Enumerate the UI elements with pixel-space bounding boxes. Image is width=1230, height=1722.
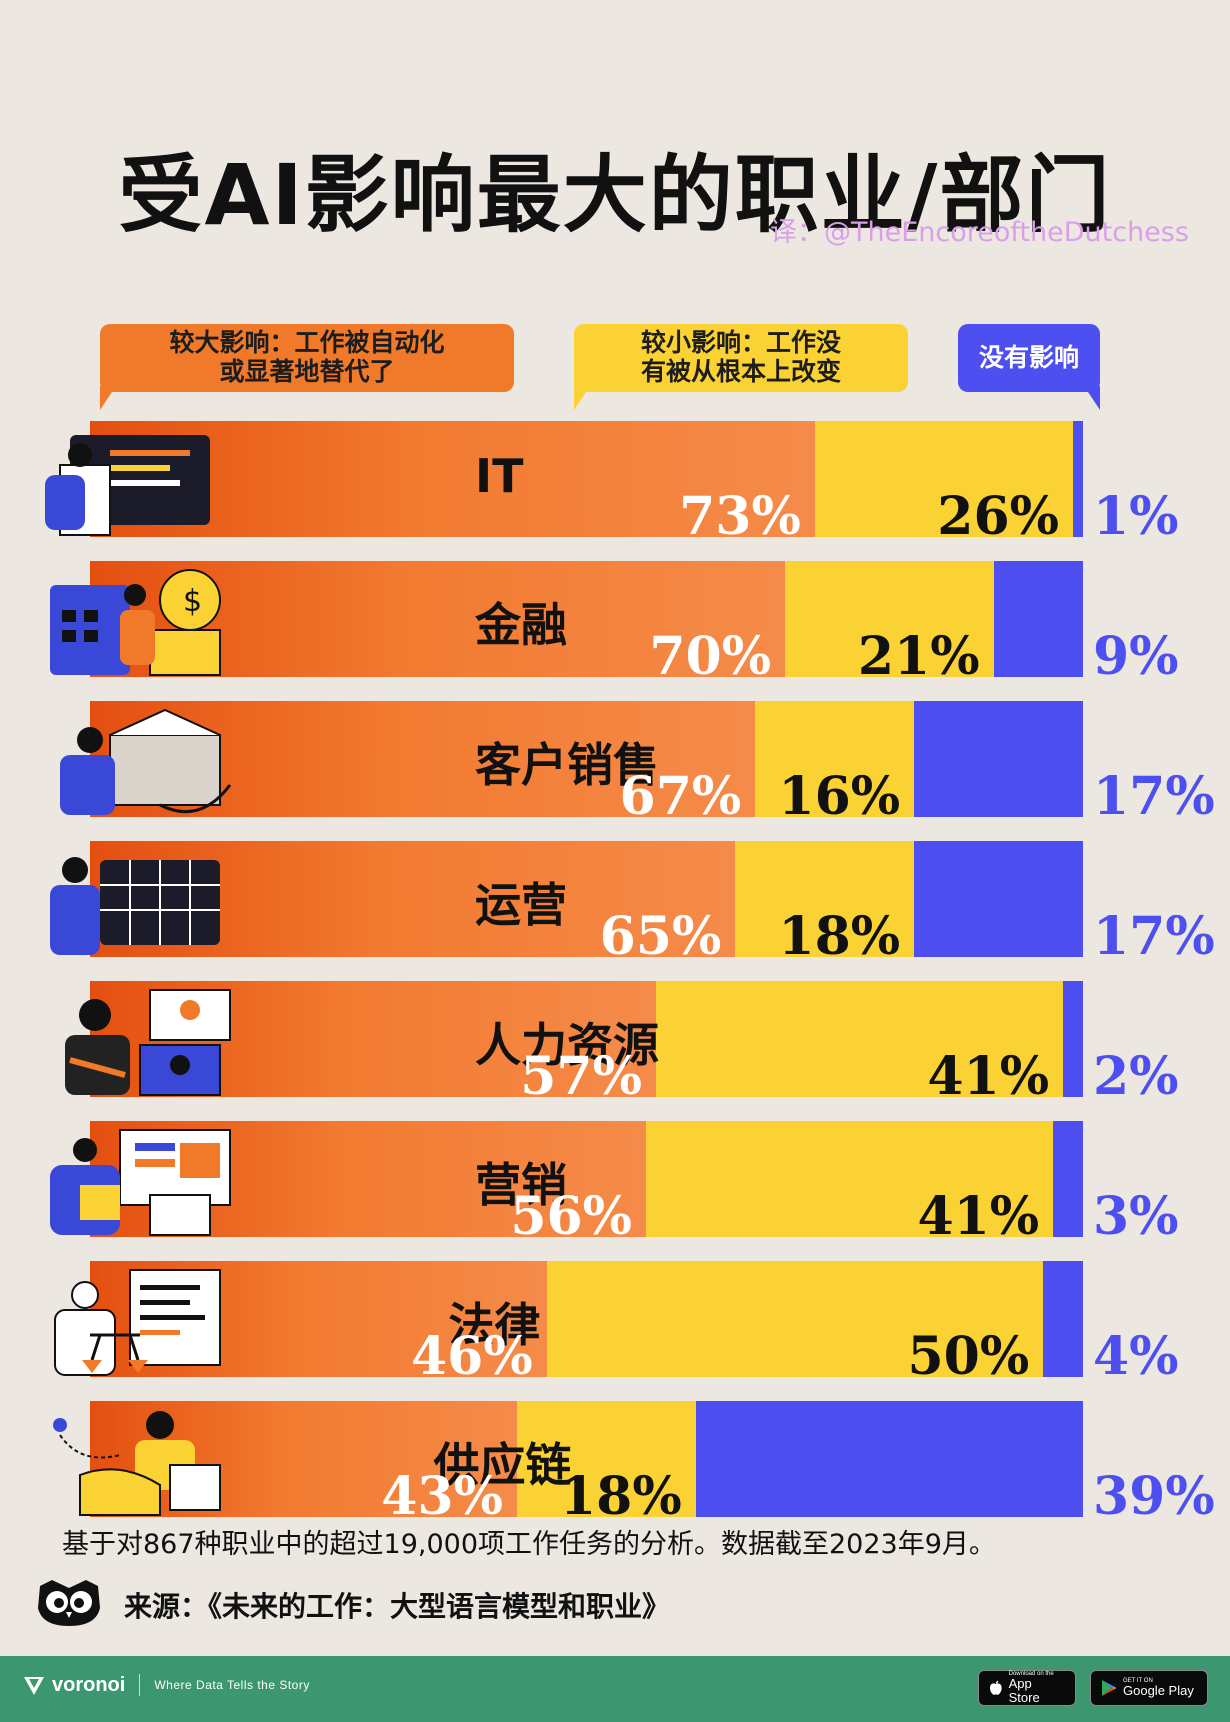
bar-segment-none: [1063, 981, 1083, 1097]
apple-icon: [989, 1680, 1002, 1695]
marketing-icon: [50, 1129, 231, 1236]
chart-row: 客户销售 67% 16% 17%: [0, 701, 1230, 823]
app-store-button[interactable]: Download on the App Store: [978, 1670, 1076, 1706]
bar-segment-none: [993, 561, 1083, 677]
value-label-none: 1%: [1093, 486, 1179, 547]
bar-segment-minor: [755, 701, 915, 817]
category-label: 法律: [448, 1298, 541, 1352]
google-play-icon: [1102, 1680, 1116, 1696]
chart-row: 营销 56% 41% 3%: [0, 1121, 1230, 1243]
legal-icon: [54, 1269, 221, 1376]
voronoi-logo-icon: [24, 1677, 44, 1695]
value-label-minor: 41%: [917, 1186, 1040, 1247]
value-label-major: 73%: [679, 486, 801, 547]
category-label: 营销: [475, 1158, 567, 1212]
value-label-none: 17%: [1093, 766, 1215, 827]
operations-icon: [50, 857, 220, 955]
brand-name: voronoi: [52, 1673, 126, 1696]
sales-icon: [60, 708, 232, 815]
bar-segment-none: [914, 841, 1083, 957]
value-label-major: 65%: [599, 906, 722, 967]
value-label-none: 39%: [1093, 1466, 1215, 1527]
chart-row: 运营 65% 18% 17%: [0, 841, 1230, 963]
bar-segment-none: [1043, 1261, 1083, 1377]
google-play-label: Google Play: [1123, 1682, 1194, 1698]
bar-segment-none: [695, 1401, 1083, 1517]
value-label-none: 9%: [1093, 626, 1179, 687]
chart-row: 供应链 43% 18% 39%: [0, 1401, 1230, 1523]
legend-major-impact: 较大影响：工作被自动化 或显著地替代了: [100, 324, 514, 410]
value-label-major: 57%: [520, 1046, 643, 1107]
google-play-button[interactable]: GET IT ON Google Play: [1090, 1670, 1208, 1706]
bar-segment-minor: [646, 1121, 1054, 1237]
value-label-minor: 21%: [857, 626, 980, 687]
value-label-minor: 41%: [927, 1046, 1050, 1107]
value-label-none: 4%: [1093, 1326, 1179, 1387]
chart-row: 法律 46% 50% 4%: [0, 1261, 1230, 1383]
hr-icon: [65, 989, 231, 1096]
category-label: IT: [475, 449, 524, 503]
category-label: 供应链: [433, 1438, 572, 1492]
supply-chain-icon: [53, 1411, 221, 1516]
footer-bar: voronoi Where Data Tells the Story Downl…: [0, 1656, 1230, 1722]
category-label: 人力资源: [475, 1018, 659, 1072]
owl-logo-icon: [38, 1580, 100, 1626]
app-store-label: App Store: [1008, 1675, 1040, 1705]
legend-no-impact: 没有影响: [958, 324, 1100, 410]
chart-row: $ 金融 70% 21% 9%: [0, 561, 1230, 683]
category-label: 运营: [475, 878, 567, 932]
bar-segment-major: [90, 421, 815, 537]
legend-minor-impact: 较小影响：工作没 有被从根本上改变: [574, 324, 908, 410]
value-label-none: 17%: [1093, 906, 1215, 967]
value-label-none: 2%: [1093, 1046, 1179, 1107]
chart-row: IT 73% 26% 1%: [0, 421, 1230, 543]
bar-segment-minor: [656, 981, 1064, 1097]
value-label-minor: 18%: [559, 1466, 682, 1527]
chart-row: 人力资源 57% 41% 2%: [0, 981, 1230, 1103]
bar-segment-minor: [516, 1401, 696, 1517]
value-label-major: 70%: [649, 626, 772, 687]
source-citation: 来源：《未来的工作：大型语言模型和职业》: [124, 1590, 671, 1623]
bar-segment-minor: [546, 1261, 1044, 1377]
value-label-minor: 50%: [907, 1326, 1030, 1387]
app-store-small-text: Download on the: [1008, 1670, 1054, 1677]
value-label-major: 56%: [510, 1186, 633, 1247]
category-label: 金融: [475, 598, 567, 652]
value-label-minor: 16%: [778, 766, 901, 827]
google-play-small-text: GET IT ON: [1123, 1677, 1153, 1684]
bar-segment-minor: [735, 841, 915, 957]
value-label-minor: 26%: [937, 486, 1060, 547]
value-label-minor: 18%: [778, 906, 901, 967]
value-label-major: 46%: [411, 1326, 533, 1387]
divider: [139, 1674, 141, 1696]
finance-icon: $: [50, 569, 221, 676]
bar-segment-none: [1073, 421, 1083, 537]
translator-credit: 译：@TheEncoreoftheDutchess: [770, 217, 1189, 248]
bar-segment-minor: [814, 421, 1074, 537]
brand-tagline: Where Data Tells the Story: [154, 1678, 310, 1692]
category-label: 客户销售: [475, 738, 659, 792]
svg-text:$: $: [183, 584, 202, 619]
bar-segment-none: [914, 701, 1083, 817]
brand[interactable]: voronoi Where Data Tells the Story: [22, 1673, 310, 1697]
value-label-major: 67%: [619, 766, 742, 827]
bar-segment-none: [1053, 1121, 1083, 1237]
bar-segment-minor: [785, 561, 994, 677]
value-label-none: 3%: [1093, 1186, 1179, 1247]
value-label-major: 43%: [381, 1466, 503, 1527]
page-title: 受AI影响最大的职业/部门: [118, 146, 1112, 244]
footnote: 基于对867种职业中的超过19,000项工作任务的分析。数据截至2023年9月。: [62, 1529, 996, 1560]
developer-icon: [45, 435, 210, 536]
